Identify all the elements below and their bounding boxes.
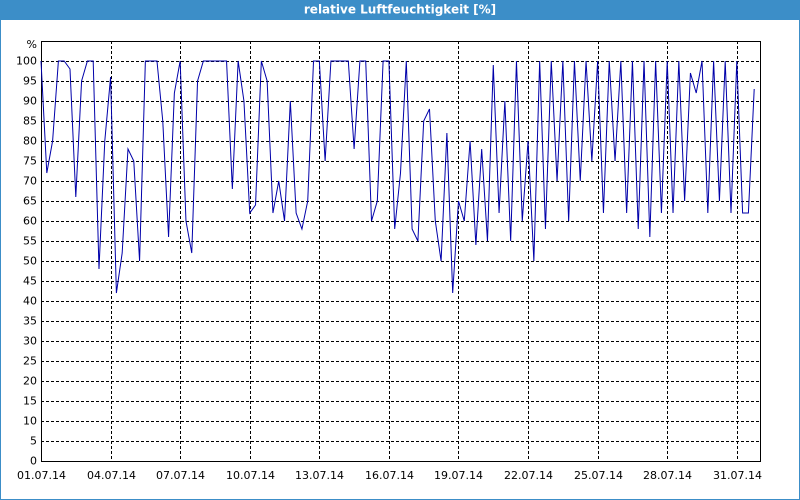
y-tick-label: 80 (23, 135, 37, 148)
y-tick-label: 55 (23, 235, 37, 248)
x-tick-label: 25.07.14 (574, 469, 623, 482)
y-tick-label: 35 (23, 315, 37, 328)
x-tick-label: 13.07.14 (295, 469, 344, 482)
y-tick-label: 100 (16, 55, 37, 68)
y-tick-label: 90 (23, 95, 37, 108)
y-tick-label: 5 (30, 435, 37, 448)
x-tick-label: 01.07.14 (17, 469, 66, 482)
data-line (40, 60, 755, 294)
y-tick-label: 45 (23, 275, 37, 288)
x-tick-label: 10.07.14 (226, 469, 275, 482)
y-tick-label: 0 (30, 455, 37, 468)
y-tick-label: 60 (23, 215, 37, 228)
y-tick-label: 65 (23, 195, 37, 208)
plot-frame (41, 41, 761, 462)
y-tick-label: 40 (23, 295, 37, 308)
y-tick-label: 70 (23, 175, 37, 188)
x-tick-label: 31.07.14 (713, 469, 762, 482)
x-tick-label: 28.07.14 (643, 469, 692, 482)
y-tick-label: 50 (23, 255, 37, 268)
chart-title: relative Luftfeuchtigkeit [%] (304, 3, 496, 17)
y-tick-label: 75 (23, 155, 37, 168)
y-tick-label: 95 (23, 75, 37, 88)
x-tick-label: 22.07.14 (504, 469, 553, 482)
x-tick-label: 19.07.14 (434, 469, 483, 482)
x-tick-label: 07.07.14 (156, 469, 205, 482)
y-tick-label: 30 (23, 335, 37, 348)
y-tick-label: 10 (23, 415, 37, 428)
x-tick-label: 16.07.14 (365, 469, 414, 482)
x-tick-label: 04.07.14 (87, 469, 136, 482)
y-tick-label: 85 (23, 115, 37, 128)
y-tick-label: 15 (23, 395, 37, 408)
title-bar (0, 0, 800, 20)
y-axis-unit: % (27, 38, 37, 51)
y-tick-label: 20 (23, 375, 37, 388)
y-tick-label: 25 (23, 355, 37, 368)
